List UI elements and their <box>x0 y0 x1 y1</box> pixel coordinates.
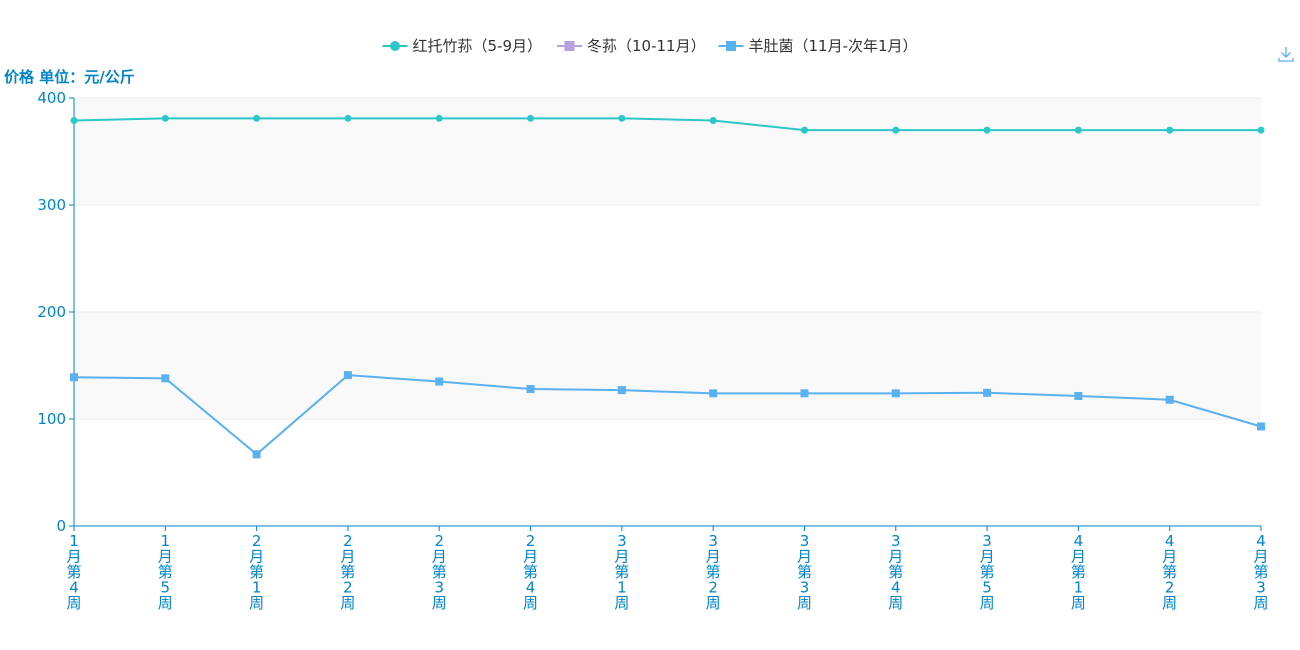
legend-swatch-marker <box>390 41 400 51</box>
data-point[interactable] <box>161 374 170 383</box>
x-tick-label: 3 月第 1 周 <box>614 532 629 612</box>
data-point[interactable] <box>344 114 352 122</box>
plot-background-bands <box>74 98 1261 526</box>
x-tick-label: 1 月第 4 周 <box>66 532 81 612</box>
plot-band <box>74 98 1261 205</box>
x-tick-label: 4 月第 2 周 <box>1162 532 1177 612</box>
y-tick-label: 400 <box>37 89 66 107</box>
data-point[interactable] <box>1257 422 1265 431</box>
download-icon[interactable] <box>1278 47 1294 62</box>
series-line <box>73 374 1262 456</box>
series-layer <box>70 114 1265 459</box>
x-tick-label: 1 月第 5 周 <box>158 532 173 612</box>
legend-label: 冬荪（10-11月） <box>587 37 706 55</box>
y-axis-label: 价格 单位：元/公斤 <box>4 68 135 86</box>
series-line <box>73 117 1261 132</box>
legend-swatch-marker <box>564 41 575 51</box>
plot-band <box>74 312 1261 419</box>
data-point[interactable] <box>252 450 261 459</box>
legend-item[interactable]: 冬荪（10-11月） <box>557 37 706 55</box>
data-point[interactable] <box>709 116 717 124</box>
data-point[interactable] <box>892 126 900 134</box>
x-tick-label: 3 月第 5 周 <box>980 532 995 612</box>
axes: 0 100 200 300 400 1 月第 4 周 1 月第 5 周 2 月第 1 周 2 月第 2 周 2 月第 3 周 2 月… <box>37 89 1268 612</box>
data-point[interactable] <box>1074 391 1083 400</box>
plot-band <box>74 205 1261 312</box>
x-tick-label: 2 月第 1 周 <box>249 532 264 612</box>
x-tick-label: 4 月第 3 周 <box>1253 532 1268 612</box>
legend-item[interactable]: 红托竹荪（5-9月） <box>382 37 543 55</box>
legend-label: 羊肚菌（11月-次年1月） <box>749 37 918 55</box>
x-tick-label: 3 月第 3 周 <box>797 532 812 612</box>
data-point[interactable] <box>1166 126 1174 134</box>
data-point[interactable] <box>1074 126 1082 134</box>
legend-item[interactable]: 羊肚菌（11月-次年1月） <box>718 37 918 55</box>
data-point[interactable] <box>253 114 261 122</box>
y-tick-label: 0 <box>56 517 66 535</box>
y-tick-label: 100 <box>37 410 66 428</box>
data-point[interactable] <box>527 114 535 122</box>
data-point[interactable] <box>70 373 78 382</box>
series-羊肚菌（11月-次年1月） <box>70 371 1265 459</box>
data-point[interactable] <box>983 388 992 397</box>
data-point[interactable] <box>526 385 535 394</box>
legend-label: 红托竹荪（5-9月） <box>413 37 543 55</box>
x-tick-label: 3 月第 2 周 <box>706 532 721 612</box>
data-point[interactable] <box>891 389 900 398</box>
y-tick-label: 300 <box>37 196 66 214</box>
gridlines <box>74 97 1261 420</box>
x-tick-label: 4 月第 1 周 <box>1071 532 1086 612</box>
series-红托竹荪（5-9月） <box>70 114 1265 134</box>
x-tick-label: 2 月第 2 周 <box>340 532 355 612</box>
data-point[interactable] <box>983 126 991 134</box>
data-point[interactable] <box>800 389 809 398</box>
legend-swatch-marker <box>726 41 736 51</box>
data-point[interactable] <box>343 371 352 380</box>
legend[interactable]: 红托竹荪（5-9月） 冬荪（10-11月） 羊肚菌（11月-次年1月） <box>382 37 918 55</box>
data-point[interactable] <box>800 126 808 134</box>
data-point[interactable] <box>709 389 718 398</box>
data-point[interactable] <box>435 377 444 386</box>
data-point[interactable] <box>70 116 78 124</box>
plot-band <box>74 419 1261 526</box>
x-tick-label: 2 月第 4 周 <box>523 532 538 612</box>
data-point[interactable] <box>617 386 626 395</box>
data-point[interactable] <box>435 114 443 122</box>
data-point[interactable] <box>1165 395 1174 404</box>
x-tick-label: 2 月第 3 周 <box>432 532 447 612</box>
x-tick-label: 3 月第 4 周 <box>888 532 903 612</box>
y-tick-label: 200 <box>37 303 66 321</box>
data-point[interactable] <box>618 114 626 122</box>
data-point[interactable] <box>1257 126 1265 134</box>
data-point[interactable] <box>161 114 169 122</box>
